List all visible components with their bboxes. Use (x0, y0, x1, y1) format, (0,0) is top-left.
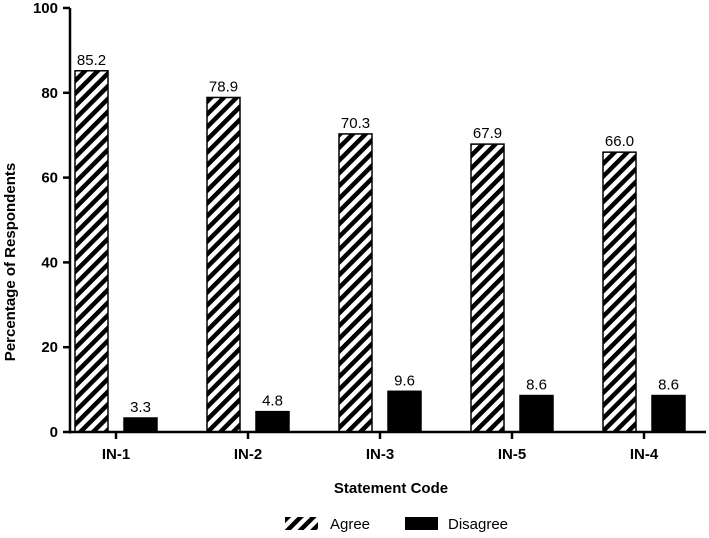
legend-label-agree: Agree (330, 516, 370, 533)
y-tick-label: 20 (41, 339, 58, 356)
data-label-disagree-in-5: 8.6 (526, 377, 547, 394)
data-label-disagree-in-1: 3.3 (130, 399, 151, 416)
bar-agree-in-5 (470, 143, 505, 433)
bar-disagree-in-1 (123, 417, 158, 433)
data-labels-group: 85.2 3.3 78.9 4.8 70.3 9.6 67.9 8.6 66.0 8.6 (77, 52, 679, 416)
legend-label-disagree: Disagree (448, 516, 508, 533)
data-label-agree-in-3: 70.3 (341, 115, 370, 132)
data-label-agree-in-5: 67.9 (473, 125, 502, 142)
data-label-disagree-in-3: 9.6 (394, 372, 415, 389)
legend-swatch-agree (285, 517, 318, 530)
bar-agree-in-1 (74, 70, 109, 433)
legend-swatch-disagree (405, 517, 438, 530)
data-label-agree-in-2: 78.9 (209, 78, 238, 95)
bar-agree-in-3 (338, 133, 373, 433)
legend: Agree Disagree (285, 516, 508, 533)
y-tick-label: 0 (50, 424, 58, 441)
y-tick-label: 100 (33, 0, 58, 17)
x-tick-label: IN-5 (498, 446, 526, 463)
y-tick-label: 60 (41, 170, 58, 187)
data-label-agree-in-1: 85.2 (77, 52, 106, 69)
bar-disagree-in-2 (255, 410, 290, 433)
bar-disagree-in-4 (651, 394, 686, 433)
bars-group (74, 70, 686, 433)
data-label-agree-in-4: 66.0 (605, 133, 634, 150)
data-label-disagree-in-2: 4.8 (262, 393, 283, 410)
bar-agree-in-2 (206, 96, 241, 433)
x-tick-label: IN-3 (366, 446, 394, 463)
bar-agree-in-4 (602, 151, 637, 433)
axes-group: 0 20 40 60 80 100 IN-1 IN-2 IN-3 IN-5 IN-4 (33, 0, 706, 463)
x-axis-title: Statement Code (334, 480, 448, 497)
x-tick-label: IN-2 (234, 446, 262, 463)
y-tick-label: 80 (41, 85, 58, 102)
bar-disagree-in-5 (519, 394, 554, 433)
x-tick-label: IN-4 (630, 446, 659, 463)
x-tick-label: IN-1 (102, 446, 130, 463)
data-label-disagree-in-4: 8.6 (658, 377, 679, 394)
y-axis-title: Percentage of Respondents (2, 163, 19, 361)
y-tick-label: 40 (41, 254, 58, 271)
bar-disagree-in-3 (387, 390, 422, 433)
